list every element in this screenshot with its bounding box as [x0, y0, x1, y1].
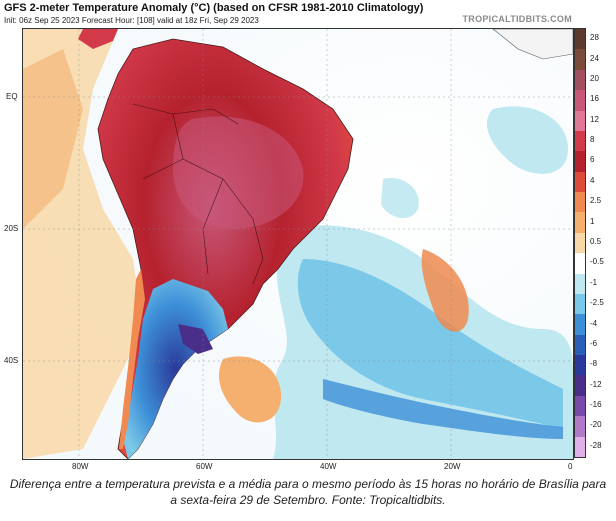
lon-label-80w: 80W	[72, 462, 89, 471]
legend-tick-label: -4	[590, 318, 598, 328]
lat-label-eq: EQ	[6, 92, 18, 101]
lon-label-60w: 60W	[196, 462, 213, 471]
legend-swatch	[575, 314, 585, 335]
legend-tick-label: 28	[590, 33, 599, 43]
ne-brazil-coast-cool	[381, 178, 419, 219]
anomaly-map	[22, 28, 574, 460]
lon-label-40w: 40W	[320, 462, 337, 471]
africa-fragment	[492, 29, 573, 60]
legend-swatch	[575, 110, 585, 131]
atlantic-cold-streak	[323, 379, 563, 439]
atlantic-cold-band	[297, 259, 563, 429]
legend-swatch	[575, 436, 585, 457]
legend-swatch	[575, 375, 585, 396]
map-title: GFS 2-meter Temperature Anomaly (°C) (ba…	[4, 2, 424, 14]
legend-tick-label: 1	[590, 216, 595, 226]
legend-swatch	[575, 395, 585, 417]
lon-label-0: 0	[568, 462, 573, 471]
legend-swatch	[575, 90, 585, 111]
legend-tick-label: -1	[590, 277, 598, 287]
legend-swatch	[575, 273, 585, 294]
tropical-atlantic-cool	[486, 106, 568, 174]
patagonia-cold-anomaly	[123, 279, 228, 459]
lat-label-40s: 40S	[4, 356, 19, 365]
lon-label-20w: 20W	[444, 462, 461, 471]
legend-tick-label: -6	[590, 338, 598, 348]
legend-swatch	[575, 416, 585, 437]
brand-watermark: TROPICALTIDBITS.COM	[462, 14, 572, 24]
legend-tick-label: 16	[590, 94, 599, 104]
argentina-strong-cold	[178, 324, 213, 354]
map-gridlines	[23, 29, 573, 459]
legend-tick-label: 24	[590, 53, 599, 63]
map-figure: GFS 2-meter Temperature Anomaly (°C) (ba…	[4, 2, 604, 471]
legend-tick-label: 4	[590, 175, 595, 185]
legend-tick-label: 8	[590, 135, 595, 145]
map-subtitle: Init: 06z Sep 25 2023 Forecast Hour: [10…	[4, 16, 259, 25]
figure-caption: Diferença entre a temperatura prevista e…	[9, 477, 607, 507]
legend-swatch	[575, 130, 585, 152]
central-america-fragment	[78, 29, 118, 49]
legend-tick-label: -8	[590, 359, 598, 369]
legend-tick-label: -12	[590, 379, 602, 389]
legend-tick-label: 20	[590, 73, 599, 83]
legend-tick-label: 0.5	[590, 237, 602, 246]
legend-swatch	[575, 49, 585, 70]
legend-swatch	[575, 192, 585, 213]
legend-tick-label: 6	[590, 155, 595, 165]
chile-warm-strip	[119, 269, 145, 449]
legend-swatch	[575, 232, 585, 254]
legend-swatch	[575, 355, 585, 376]
legend-tick-label: 12	[590, 114, 599, 124]
atlantic-warm-eddy	[421, 249, 469, 332]
central-brazil-hot-core	[173, 116, 304, 229]
legend-swatch	[575, 69, 585, 91]
legend-tick-label: -16	[590, 400, 602, 410]
legend-tick-label: -28	[590, 440, 602, 450]
legend-swatch	[575, 29, 585, 50]
legend-tick-label: -2.5	[590, 298, 604, 308]
legend-swatch	[575, 293, 585, 315]
legend-tick-label: -20	[590, 420, 602, 430]
legend-tick-label: 2.5	[590, 196, 602, 206]
legend-swatch	[575, 171, 585, 192]
legend-swatch	[575, 334, 585, 355]
legend-tick-label: -0.5	[590, 257, 604, 267]
pacific-warm-core	[23, 49, 83, 229]
legend-swatch	[575, 151, 585, 172]
map-canvas	[23, 29, 573, 459]
lat-label-20s: 20S	[4, 224, 19, 233]
legend-swatch	[575, 253, 585, 274]
south-atlantic-warm-patch	[218, 356, 282, 423]
legend-colorbar	[574, 28, 586, 458]
legend-swatch	[575, 212, 585, 233]
